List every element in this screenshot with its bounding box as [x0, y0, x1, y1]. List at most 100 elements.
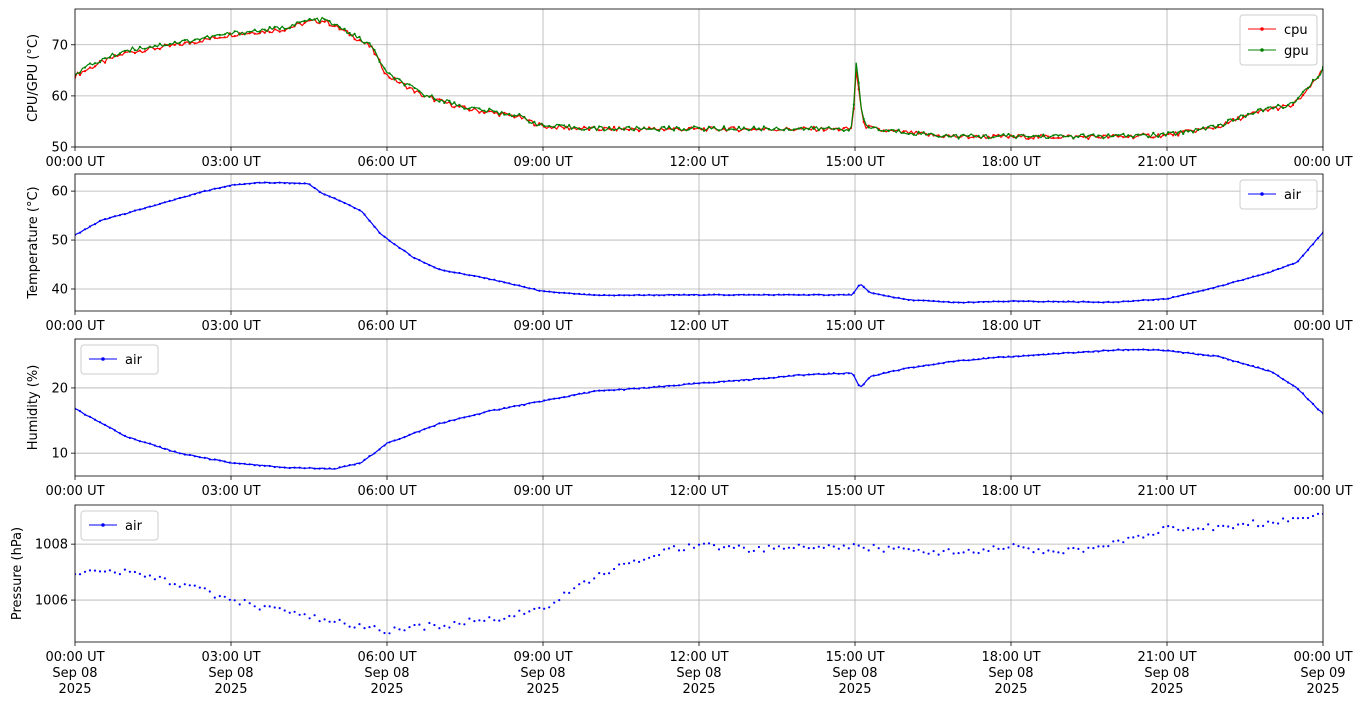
data-point	[1002, 547, 1005, 551]
data-point	[588, 581, 591, 584]
data-point	[458, 622, 461, 625]
data-point	[862, 546, 865, 549]
data-point	[653, 554, 656, 558]
data-point	[183, 583, 186, 586]
data-point	[897, 546, 900, 549]
data-point	[1172, 526, 1175, 529]
data-point	[623, 562, 626, 565]
legend-box	[80, 344, 159, 375]
data-point	[393, 626, 396, 629]
data-point	[1107, 545, 1110, 548]
data-point	[997, 547, 1000, 551]
data-point	[143, 575, 146, 578]
data-point	[383, 631, 386, 635]
data-point	[1252, 519, 1255, 522]
data-point	[403, 629, 406, 632]
plot-area	[75, 16, 1323, 140]
x-tick-label: 00:00 UT Sep 09 2025	[1293, 650, 1352, 697]
data-point	[118, 573, 121, 576]
data-point	[633, 559, 636, 562]
data-point	[478, 619, 481, 622]
data-point	[967, 548, 970, 551]
data-point	[832, 545, 835, 548]
series-air-markers	[75, 512, 1323, 635]
data-point	[822, 546, 825, 550]
data-point	[1291, 517, 1295, 520]
data-point	[508, 614, 511, 618]
data-point	[702, 542, 706, 545]
data-point	[578, 583, 581, 586]
data-point	[917, 548, 920, 551]
data-point	[987, 549, 990, 553]
data-point	[88, 569, 92, 572]
data-point	[1157, 531, 1160, 535]
data-point	[103, 570, 107, 573]
data-point	[543, 607, 546, 610]
data-point	[138, 572, 141, 576]
subplot-cpu-gpu: 50 60 70 00:00 UT 03:00 UT 06:00 UT 09:00 UT 12…	[26, 8, 1353, 170]
x-tick-label: 06:00 UT Sep 08 2025	[357, 650, 416, 697]
data-point	[548, 606, 551, 609]
x-tick-label: 03:00 UT	[201, 155, 260, 170]
data-point	[952, 552, 955, 555]
legend: air	[80, 510, 159, 541]
data-point	[303, 613, 306, 616]
legend-marker	[1260, 27, 1264, 31]
y-tick-label: 40	[51, 282, 68, 297]
data-point	[712, 544, 716, 547]
data-point	[797, 543, 800, 546]
data-point	[273, 606, 276, 609]
data-point	[907, 548, 910, 551]
data-point	[98, 570, 102, 573]
data-point	[583, 580, 586, 583]
data-point	[1032, 551, 1035, 554]
data-point	[982, 548, 985, 551]
data-point	[438, 627, 441, 630]
legend-label: air	[125, 353, 143, 368]
data-point	[1192, 528, 1195, 531]
data-point	[1197, 527, 1200, 530]
data-point	[563, 591, 566, 594]
legend-box	[1239, 179, 1318, 210]
data-point	[113, 571, 116, 574]
data-point	[902, 547, 905, 550]
data-point	[1062, 552, 1065, 555]
data-point	[1212, 529, 1215, 532]
data-point	[613, 567, 616, 571]
x-tick-label: 03:00 UT	[201, 319, 260, 334]
data-point	[877, 547, 880, 550]
legend-label: air	[125, 519, 143, 534]
data-point	[463, 623, 466, 626]
data-point	[278, 607, 281, 610]
data-point	[687, 543, 691, 546]
plot-area	[75, 181, 1323, 304]
data-point	[223, 595, 226, 598]
data-point	[153, 578, 156, 581]
x-tick-label: 00:00 UT	[45, 155, 104, 170]
data-point	[1097, 545, 1100, 548]
data-point	[1022, 546, 1025, 549]
data-point	[1127, 536, 1130, 539]
data-point	[1147, 533, 1150, 536]
x-tick-label: 03:00 UT Sep 08 2025	[201, 650, 260, 697]
series-air-line	[75, 348, 1323, 470]
legend-label: cpu	[1284, 23, 1308, 38]
x-tick-label: 00:00 UT Sep 08 2025	[45, 650, 104, 697]
data-point	[313, 614, 316, 617]
data-point	[1316, 512, 1320, 516]
y-tick-label: 1006	[35, 594, 68, 609]
data-point	[608, 572, 611, 575]
data-point	[1152, 533, 1155, 536]
data-point	[108, 569, 111, 572]
legend: air	[80, 344, 159, 375]
data-point	[1012, 543, 1015, 546]
x-tick-label: 00:00 UT	[45, 484, 104, 499]
y-tick-label: 50	[51, 141, 68, 156]
subplot-pressure: 1006 1008 00:00 UT Sep 08 2025 03:00 UT Sep 08…	[10, 504, 1353, 697]
y-tick-label: 10	[51, 447, 68, 462]
subplot-temperature: 40 50 60 00:00 UT 03:00 UT 06:00 UT 09:00 UT 12…	[26, 173, 1353, 334]
x-tick-label: 00:00 UT	[45, 319, 104, 334]
data-point	[1082, 550, 1085, 553]
data-point	[1167, 525, 1170, 528]
data-point	[428, 621, 431, 625]
